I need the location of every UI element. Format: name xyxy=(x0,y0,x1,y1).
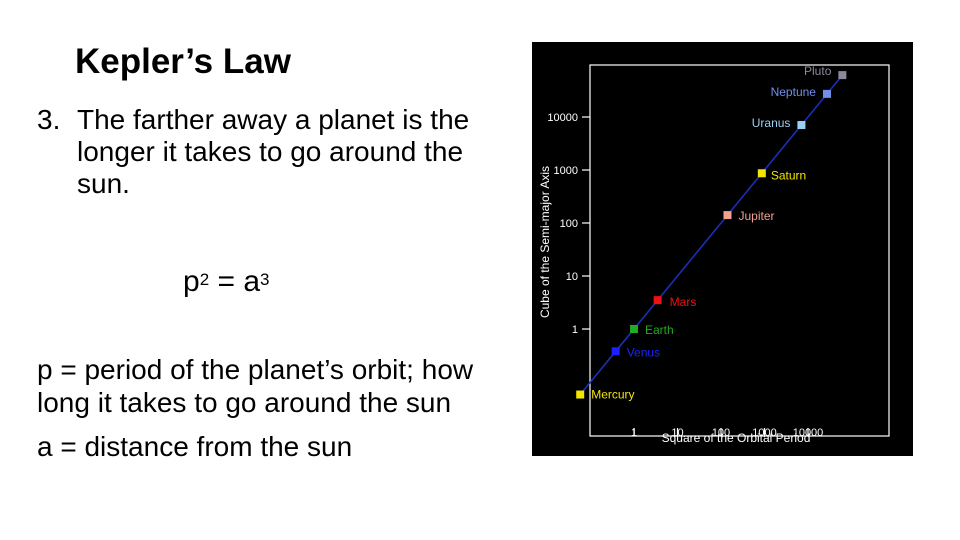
definitions: p = period of the planet’s orbit; how lo… xyxy=(37,353,507,474)
x-tick-label: 10000 xyxy=(793,427,824,439)
definition-a: a = distance from the sun xyxy=(37,431,353,462)
point-saturn xyxy=(757,169,766,178)
y-tick-label: 100 xyxy=(560,218,578,230)
point-label-earth: Earth xyxy=(645,323,674,337)
point-label-jupiter: Jupiter xyxy=(738,209,774,223)
point-mercury xyxy=(576,390,585,399)
point-label-saturn: Saturn xyxy=(771,168,806,182)
point-earth xyxy=(630,325,638,333)
point-label-neptune: Neptune xyxy=(771,85,817,99)
formula-a: a xyxy=(243,265,261,298)
x-tick-label: 1 xyxy=(631,427,637,439)
formula-p-exponent: 2 xyxy=(199,270,210,289)
point-pluto xyxy=(838,71,847,80)
point-label-mercury: Mercury xyxy=(591,388,634,402)
formula-p: p xyxy=(183,265,200,298)
chart-background xyxy=(532,42,913,456)
y-tick-label: 1 xyxy=(572,324,578,336)
point-neptune xyxy=(822,89,831,98)
point-label-pluto: Pluto xyxy=(804,64,832,78)
y-axis-label: Cube of the Semi-major Axis xyxy=(538,166,552,318)
x-tick-label: 100 xyxy=(712,427,730,439)
point-mars xyxy=(653,296,662,305)
kepler-formula: p2 = a3 xyxy=(183,262,270,302)
kepler-chart: 1 10 100 1000 10000 1 10 100 1000 10000 Square of … xyxy=(532,42,913,456)
point-number: 3. xyxy=(37,104,61,135)
point-label-uranus: Uranus xyxy=(752,116,791,130)
x-tick-label: 10 xyxy=(671,427,683,439)
point-text: The farther away a planet is the longer … xyxy=(77,104,470,199)
point-uranus xyxy=(797,121,806,130)
point-label-venus: Venus xyxy=(627,345,660,359)
point-jupiter xyxy=(723,211,732,220)
slide-title: Kepler’s Law xyxy=(75,42,291,81)
formula-a-exponent: 3 xyxy=(260,270,270,289)
y-tick-label: 10 xyxy=(566,271,578,283)
x-tick-label: 1000 xyxy=(752,427,776,439)
definition-p: p = period of the planet’s orbit; how lo… xyxy=(37,354,474,418)
formula-equals: = xyxy=(209,265,244,298)
point-label-mars: Mars xyxy=(670,295,697,309)
x-axis-label: Square of the Orbital Period xyxy=(662,431,811,445)
y-tick-label: 10000 xyxy=(547,112,578,124)
y-tick-label: 1000 xyxy=(554,165,578,177)
kepler-law-point: 3. The farther away a planet is the long… xyxy=(37,104,507,200)
point-venus xyxy=(611,347,620,356)
plot-frame xyxy=(589,64,890,437)
